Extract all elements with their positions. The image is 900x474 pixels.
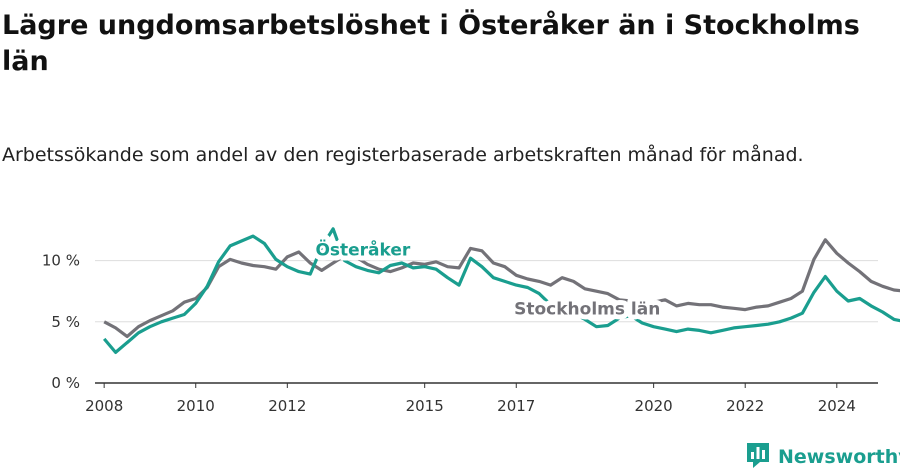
x-tick-label: 2012 (268, 397, 306, 415)
x-tick-label: 2008 (85, 397, 123, 415)
x-tick-label: 2022 (726, 397, 764, 415)
x-tick-label: 2017 (497, 397, 535, 415)
chart-title: Lägre ungdomsarbetslöshet i Österåker än… (2, 10, 860, 77)
y-tick-label: 10 % (42, 252, 80, 270)
x-tick-label: 2024 (818, 397, 856, 415)
stockholm-line (103, 238, 900, 339)
newsworthy-logo: Newsworthy (745, 442, 900, 472)
bar-chart-icon (745, 441, 771, 473)
stockholm-series-label: Stockholms län (514, 299, 660, 319)
y-tick-label: 0 % (51, 374, 80, 392)
x-tick-label: 2015 (406, 397, 444, 415)
x-axis: 2008 2010 2012 2015 2017 2020 2022 2024 (85, 382, 878, 415)
stockholm-series-label-halo: Stockholms län (514, 299, 660, 319)
y-tick-label: 5 % (51, 313, 80, 331)
series-lines (102, 227, 900, 354)
osteraker-series-label: Österåker (315, 239, 410, 261)
osteraker-line (102, 227, 900, 354)
x-tick-label: 2020 (635, 397, 673, 415)
chart-subtitle: Arbetssökande som andel av den registerb… (2, 144, 804, 166)
y-axis: 0 % 5 % 10 % (42, 252, 80, 392)
x-tick-label: 2010 (177, 397, 215, 415)
brand-name: Newsworthy (778, 446, 900, 468)
